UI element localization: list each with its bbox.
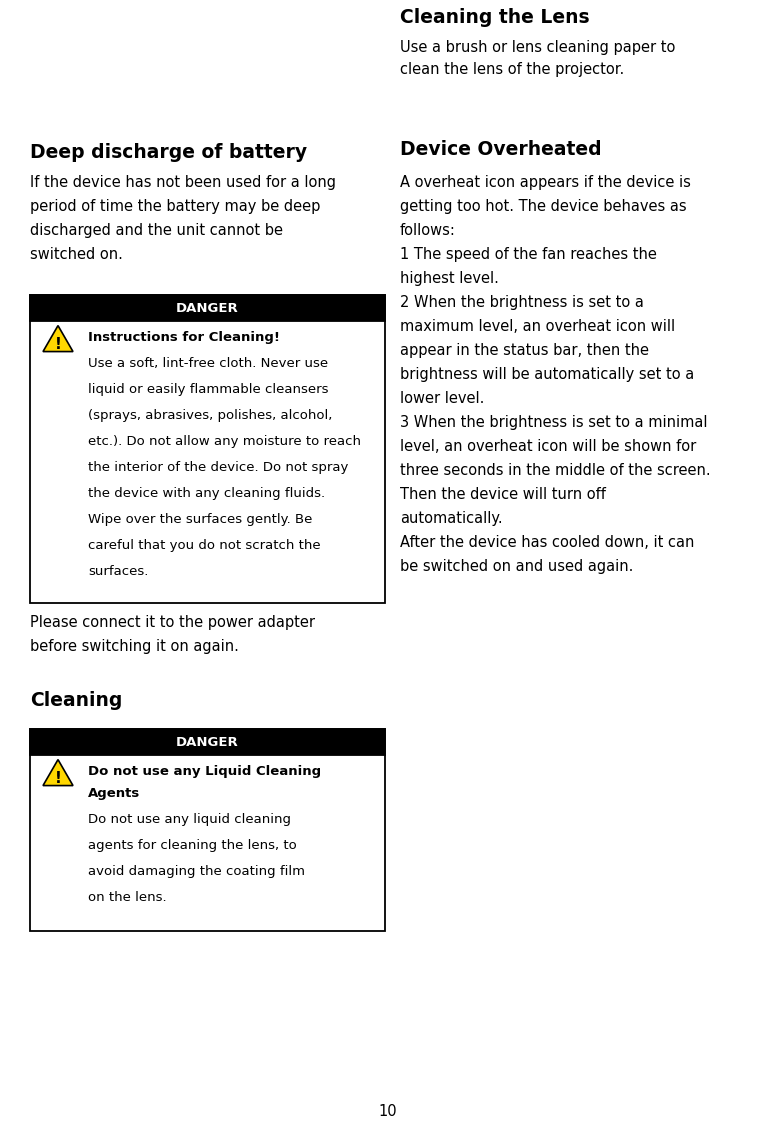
Text: DANGER: DANGER [176, 301, 239, 315]
Text: !: ! [54, 337, 61, 351]
Text: !: ! [54, 771, 61, 786]
Text: level, an overheat icon will be shown for: level, an overheat icon will be shown fo… [400, 439, 696, 454]
Text: Do not use any liquid cleaning: Do not use any liquid cleaning [88, 813, 291, 825]
Text: automatically.: automatically. [400, 511, 503, 526]
Text: surfaces.: surfaces. [88, 565, 148, 578]
Text: lower level.: lower level. [400, 391, 484, 406]
Bar [30, 729, 385, 931]
Text: careful that you do not scratch the: careful that you do not scratch the [88, 539, 321, 551]
Text: A overheat icon appears if the device is: A overheat icon appears if the device is [400, 175, 691, 190]
Bar [30, 294, 385, 603]
Text: follows:: follows: [400, 223, 456, 238]
Text: switched on.: switched on. [30, 247, 123, 262]
Text: getting too hot. The device behaves as: getting too hot. The device behaves as [400, 199, 687, 214]
Text: appear in the status bar, then the: appear in the status bar, then the [400, 343, 649, 358]
Text: 1 The speed of the fan reaches the: 1 The speed of the fan reaches the [400, 247, 657, 262]
Text: Then the device will turn off: Then the device will turn off [400, 487, 606, 503]
Text: liquid or easily flammable cleansers: liquid or easily flammable cleansers [88, 383, 329, 396]
Text: 3 When the brightness is set to a minimal: 3 When the brightness is set to a minima… [400, 415, 708, 430]
Text: Device Overheated: Device Overheated [400, 140, 601, 159]
Text: highest level.: highest level. [400, 271, 499, 287]
Text: If the device has not been used for a long: If the device has not been used for a lo… [30, 175, 336, 190]
Text: discharged and the unit cannot be: discharged and the unit cannot be [30, 223, 283, 238]
Text: Cleaning: Cleaning [30, 691, 122, 709]
Text: clean the lens of the projector.: clean the lens of the projector. [400, 63, 624, 77]
Bar [30, 294, 385, 321]
Text: Use a soft, lint-free cloth. Never use: Use a soft, lint-free cloth. Never use [88, 357, 328, 370]
Text: Please connect it to the power adapter: Please connect it to the power adapter [30, 615, 315, 630]
Text: period of time the battery may be deep: period of time the battery may be deep [30, 199, 320, 214]
Text: Do not use any Liquid Cleaning: Do not use any Liquid Cleaning [88, 765, 321, 778]
Text: on the lens.: on the lens. [88, 891, 167, 904]
Text: the device with any cleaning fluids.: the device with any cleaning fluids. [88, 487, 326, 500]
Text: Instructions for Cleaning!: Instructions for Cleaning! [88, 331, 280, 345]
Text: 2 When the brightness is set to a: 2 When the brightness is set to a [400, 294, 644, 310]
Text: 10: 10 [378, 1104, 397, 1119]
Text: Wipe over the surfaces gently. Be: Wipe over the surfaces gently. Be [88, 513, 312, 526]
Bar [30, 729, 385, 755]
Text: Deep discharge of battery: Deep discharge of battery [30, 143, 307, 161]
Text: etc.). Do not allow any moisture to reach: etc.). Do not allow any moisture to reac… [88, 435, 361, 448]
Text: After the device has cooled down, it can: After the device has cooled down, it can [400, 536, 694, 550]
Text: Use a brush or lens cleaning paper to: Use a brush or lens cleaning paper to [400, 40, 675, 55]
Text: maximum level, an overheat icon will: maximum level, an overheat icon will [400, 319, 675, 334]
Text: (sprays, abrasives, polishes, alcohol,: (sprays, abrasives, polishes, alcohol, [88, 409, 332, 422]
Text: be switched on and used again.: be switched on and used again. [400, 559, 633, 574]
Polygon shape [43, 760, 73, 786]
Text: Agents: Agents [88, 787, 140, 800]
Text: agents for cleaning the lens, to: agents for cleaning the lens, to [88, 839, 297, 852]
Text: three seconds in the middle of the screen.: three seconds in the middle of the scree… [400, 463, 711, 478]
Text: the interior of the device. Do not spray: the interior of the device. Do not spray [88, 460, 349, 474]
Text: brightness will be automatically set to a: brightness will be automatically set to … [400, 367, 694, 382]
Text: DANGER: DANGER [176, 736, 239, 748]
Text: Cleaning the Lens: Cleaning the Lens [400, 8, 590, 27]
Polygon shape [43, 325, 73, 351]
Text: before switching it on again.: before switching it on again. [30, 639, 239, 654]
Text: avoid damaging the coating film: avoid damaging the coating film [88, 865, 305, 878]
